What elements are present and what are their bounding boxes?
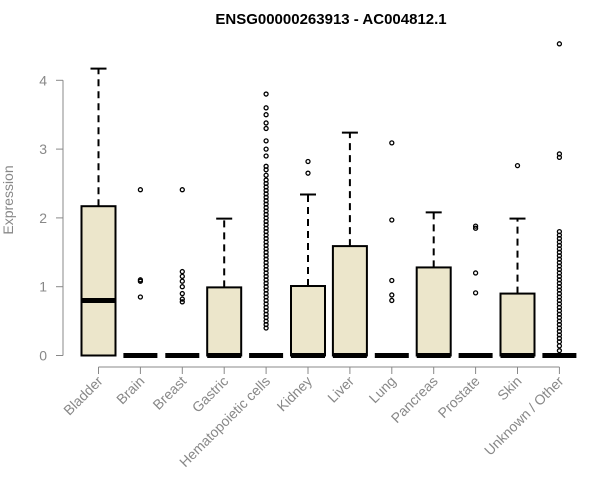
y-tick-label: 4 — [39, 72, 47, 88]
y-tick-label: 1 — [39, 279, 47, 295]
box-hematopoietic-cells — [249, 91, 284, 358]
x-tick-label-prostate: Prostate — [435, 373, 483, 421]
outlier-point — [263, 105, 269, 111]
outlier-point — [472, 223, 479, 229]
outlier-point — [389, 140, 395, 146]
outlier-point — [556, 348, 563, 354]
outlier-point — [179, 278, 185, 284]
outlier-point — [556, 343, 563, 349]
outlier-point — [472, 225, 479, 231]
outlier-point — [263, 146, 269, 152]
box-rect — [499, 292, 536, 357]
outlier-point — [137, 187, 144, 193]
box-unknown-other — [542, 41, 577, 358]
outlier-point — [263, 112, 269, 118]
x-tick-label-skin: Skin — [494, 373, 525, 404]
box-kidney — [290, 158, 326, 358]
box-brain — [123, 187, 158, 358]
outlier-point — [137, 278, 144, 284]
box-rect — [290, 285, 326, 357]
y-tick-label: 0 — [39, 348, 47, 364]
outlier-point — [389, 277, 395, 284]
box-lung — [374, 140, 409, 358]
box-bladder — [80, 67, 117, 357]
outlier-point — [179, 273, 185, 280]
outlier-point — [179, 296, 185, 302]
x-tick-label-kidney: Kidney — [274, 373, 316, 415]
outlier-point — [263, 153, 269, 159]
box-gastric — [206, 217, 243, 358]
box-rect — [331, 245, 368, 357]
box-rect — [80, 205, 117, 357]
outlier-point — [472, 290, 479, 296]
x-tick-label-bladder: Bladder — [60, 373, 106, 419]
box-liver — [331, 131, 368, 358]
y-tick-label: 3 — [39, 141, 47, 157]
outlier-point — [263, 325, 269, 331]
outlier-point — [514, 162, 521, 169]
box-rect — [415, 266, 452, 357]
boxes-group — [80, 41, 577, 358]
x-tick-label-lung: Lung — [366, 373, 399, 406]
box-skin — [499, 162, 536, 358]
box-rect — [206, 286, 243, 357]
outlier-point — [389, 297, 395, 304]
outlier-point — [472, 270, 479, 276]
outlier-point — [179, 268, 185, 275]
outlier-point — [305, 170, 311, 176]
y-axis: 0 1 2 3 4 — [39, 72, 64, 364]
y-axis-label: Expression — [0, 165, 16, 234]
chart-title: ENSG00000263913 - AC004812.1 — [215, 11, 446, 28]
x-tick-label-breast: Breast — [149, 373, 189, 413]
outlier-point — [137, 294, 144, 300]
outlier-point — [263, 125, 269, 132]
outlier-point — [263, 138, 269, 144]
x-tick-label-unknown-other: Unknown / Other — [481, 373, 567, 459]
outlier-point — [556, 41, 563, 47]
box-prostate — [458, 223, 493, 358]
outlier-point — [389, 292, 395, 298]
outlier-point — [263, 167, 269, 173]
outlier-point — [179, 284, 185, 290]
box-pancreas — [415, 211, 452, 358]
outlier-point — [263, 91, 269, 97]
x-tick-label-brain: Brain — [113, 373, 147, 407]
outlier-point — [179, 187, 185, 193]
x-tick-label-liver: Liver — [324, 373, 357, 406]
y-tick-label: 2 — [39, 210, 47, 226]
outlier-point — [556, 154, 563, 161]
x-tick-label-pancreas: Pancreas — [388, 373, 441, 426]
box-breast — [165, 187, 200, 358]
outlier-point — [179, 299, 185, 305]
outlier-point — [179, 290, 185, 297]
outlier-point — [305, 158, 311, 165]
outlier-point — [263, 120, 269, 126]
outlier-point — [556, 339, 563, 345]
outlier-point — [263, 172, 269, 178]
outlier-point — [389, 217, 395, 223]
